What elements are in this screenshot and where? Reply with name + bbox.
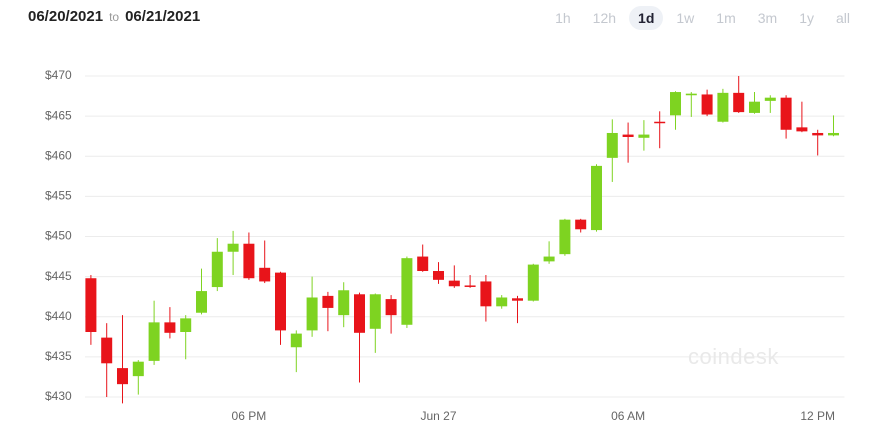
candle-body bbox=[591, 165, 602, 231]
candle-body bbox=[401, 258, 413, 325]
candle-body bbox=[606, 132, 618, 158]
y-tick-label: $455 bbox=[45, 189, 72, 203]
candle-body bbox=[101, 337, 113, 364]
candle-body bbox=[132, 361, 144, 377]
x-tick-label: 06 AM bbox=[611, 409, 645, 423]
candle-body bbox=[464, 285, 476, 287]
y-tick-label: $445 bbox=[45, 269, 72, 283]
candle-body bbox=[670, 92, 681, 116]
candle-body bbox=[480, 281, 492, 307]
candle-body bbox=[385, 299, 397, 316]
date-range: 06/20/2021 to 06/21/2021 bbox=[28, 8, 200, 25]
range-button[interactable]: 12h bbox=[592, 10, 617, 26]
candle-body bbox=[196, 291, 207, 313]
candle-body bbox=[622, 134, 634, 137]
y-tick-label: $470 bbox=[45, 68, 72, 82]
range-button[interactable]: all bbox=[835, 10, 850, 26]
candle-body bbox=[180, 318, 192, 332]
candle-body bbox=[275, 272, 286, 331]
watermark: coindesk bbox=[688, 344, 779, 369]
range-button[interactable]: 1y bbox=[799, 10, 814, 26]
candle-body bbox=[717, 92, 729, 122]
candle-body bbox=[85, 278, 97, 332]
candle-body bbox=[433, 271, 444, 280]
range-button[interactable]: 3m bbox=[757, 10, 778, 26]
candle-body bbox=[575, 219, 587, 230]
range-button[interactable]: 1m bbox=[716, 10, 736, 26]
range-button[interactable]: 1h bbox=[555, 10, 571, 26]
candle-body bbox=[369, 294, 381, 329]
candle-body bbox=[527, 264, 539, 301]
candle-body bbox=[764, 97, 776, 101]
candle-body bbox=[638, 134, 650, 138]
candle-body bbox=[559, 219, 571, 255]
y-tick-label: $440 bbox=[45, 309, 72, 323]
x-tick-label: 12 PM bbox=[800, 409, 835, 423]
candle-body bbox=[654, 121, 666, 124]
candle-body bbox=[290, 333, 302, 348]
candle-body bbox=[259, 267, 271, 282]
to-label: to bbox=[109, 10, 120, 24]
candle-body bbox=[306, 297, 318, 331]
candle-body bbox=[828, 132, 839, 136]
candle-body bbox=[417, 256, 429, 272]
range-button[interactable]: 1d bbox=[629, 6, 664, 30]
candle-body bbox=[685, 93, 697, 96]
candle-body bbox=[354, 294, 365, 333]
candle-body bbox=[227, 243, 239, 252]
candle-body bbox=[448, 280, 460, 287]
x-tick-label: 06 PM bbox=[232, 409, 267, 423]
candle-body bbox=[338, 290, 350, 316]
candle-body bbox=[512, 298, 523, 301]
y-tick-label: $460 bbox=[45, 148, 72, 162]
candle-body bbox=[117, 368, 128, 385]
y-tick-label: $435 bbox=[45, 349, 72, 363]
candle-body bbox=[749, 101, 760, 113]
candle-body bbox=[322, 295, 334, 308]
y-tick-label: $450 bbox=[45, 229, 72, 243]
candle-body bbox=[780, 97, 792, 130]
candle-body bbox=[543, 256, 555, 262]
range-buttons: 1h 12h 1d 1w 1m 3m 1y all bbox=[546, 6, 859, 30]
candle-body bbox=[701, 94, 713, 115]
end-date: 06/21/2021 bbox=[125, 8, 201, 25]
candle-body bbox=[796, 127, 808, 132]
y-tick-label: $430 bbox=[45, 389, 72, 403]
y-tick-label: $465 bbox=[45, 108, 72, 122]
candle-body bbox=[148, 322, 160, 361]
candle-body bbox=[243, 243, 255, 279]
candle-body bbox=[211, 251, 223, 288]
candle-body bbox=[496, 297, 508, 307]
start-date: 06/20/2021 bbox=[28, 8, 104, 25]
candle-body bbox=[812, 132, 824, 136]
range-button[interactable]: 1w bbox=[676, 10, 695, 26]
x-tick-label: Jun 27 bbox=[420, 409, 456, 423]
candle-body bbox=[164, 322, 176, 333]
candle-body bbox=[733, 92, 745, 113]
